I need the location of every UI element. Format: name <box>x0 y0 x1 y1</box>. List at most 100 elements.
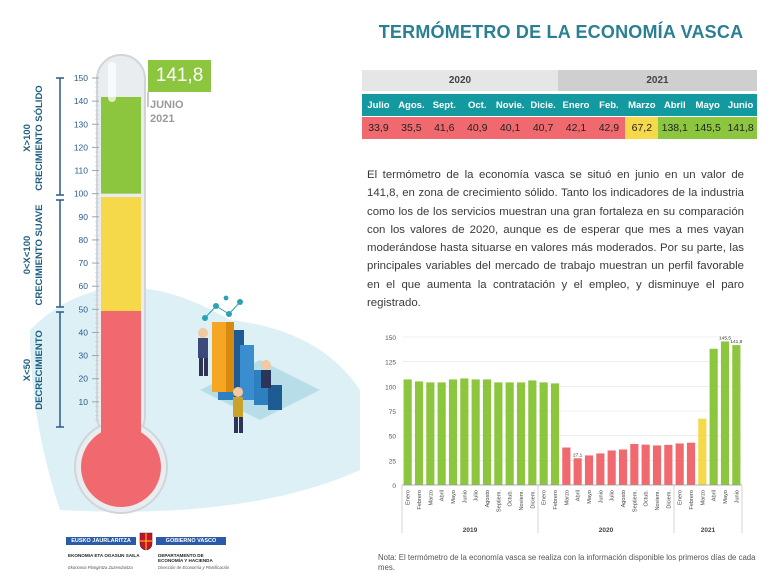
x-tick-label: Junio <box>462 490 468 503</box>
scale-tick-label: 20 <box>79 374 89 384</box>
bar <box>709 348 718 485</box>
x-tick-label: Febrero <box>553 490 559 510</box>
data-label: 27,1 <box>573 452 583 458</box>
scale-tick-label: 140 <box>74 96 88 106</box>
current-month-label: JUNIO <box>150 99 184 111</box>
zone-brackets <box>56 77 64 428</box>
month-header-cell: Agos. <box>398 99 425 111</box>
zone-label-decline: X<50 DECRECIMIENTO <box>22 330 45 410</box>
bar <box>437 382 446 485</box>
month-header-cell: Novie. <box>495 99 525 111</box>
coat-of-arms-icon <box>139 531 153 551</box>
logo-eusko-jaurlaritza: EUSKO JAURLARITZA <box>66 537 136 545</box>
x-tick-label: Enero <box>678 490 684 505</box>
right-department: DEPARTAMENTO DE ECONOMÍA Y HACIENDA <box>158 553 213 564</box>
scale-tick-label: 60 <box>79 281 89 291</box>
x-tick-label: Febrero <box>689 490 695 510</box>
value-cell: 141,8 <box>724 117 758 139</box>
value-cell: 33,9 <box>362 117 395 139</box>
scale-tick-label: 70 <box>79 258 89 268</box>
month-header-cell: Abril <box>663 99 686 111</box>
description-paragraph: El termómetro de la economía vasca se si… <box>367 169 744 310</box>
scale-tick-label: 130 <box>74 119 88 129</box>
value-cell: 40,7 <box>526 117 560 139</box>
bar <box>426 382 435 485</box>
y-tick-label: 150 <box>385 335 396 342</box>
data-label: 141,8 <box>730 339 742 345</box>
logo-gobierno-vasco: GOBIERNO VASCO <box>156 537 226 545</box>
bar <box>607 450 616 485</box>
value-cell: 41,6 <box>427 117 461 139</box>
bar <box>550 383 560 485</box>
scale-tick-label: 100 <box>74 189 88 199</box>
current-value-box: 141,8 <box>148 60 211 92</box>
x-tick-label: Marzo <box>428 490 434 506</box>
bar <box>698 418 707 485</box>
bar <box>664 444 673 485</box>
month-header-cell: Enero <box>562 99 590 111</box>
bar <box>584 455 594 485</box>
x-tick-label: Octub. <box>508 490 514 507</box>
bar <box>573 458 582 485</box>
left-department: EKONOMIA ETA OGASUN SAILA <box>68 553 140 558</box>
x-tick-label: Mayo <box>587 490 593 504</box>
table-month-row: Julio Agos. Sept. Oct. Novie. Dicie. Enero Feb.… <box>362 94 757 116</box>
x-tick-label: Mayo <box>723 490 729 504</box>
bar <box>630 443 639 485</box>
thermometer-scale: 10 20 30 40 50 60 70 80 90 100 110 120 130 140 150 <box>74 73 99 421</box>
x-tick-label: Abril <box>576 490 582 501</box>
x-tick-label: Marzo <box>700 490 706 506</box>
x-tick-label: Octub. <box>644 490 650 507</box>
bar <box>618 449 628 485</box>
bar <box>471 379 480 485</box>
bar <box>641 444 650 485</box>
y-tick-label: 100 <box>385 384 396 391</box>
bar <box>516 382 526 485</box>
table-value-row: 33,9 35,5 41,6 40,9 40,1 40,7 42,1 42,9 67,2 138,… <box>362 117 758 139</box>
month-header-cell: Mayo <box>695 99 720 111</box>
bar <box>403 379 412 485</box>
month-header-cell: Feb. <box>599 99 619 111</box>
table-year-row: 2020 2021 <box>362 70 757 91</box>
zone-label-soft: 0<X<100 CRECIMIENTO SUAVE <box>22 204 45 306</box>
zone-label-solid: X>100 CRECIMIENTO SÓLIDO <box>22 85 45 191</box>
month-header-cell: Sept. <box>432 99 456 111</box>
x-tick-label: Marzo <box>564 490 570 506</box>
x-tick-label: Diciem. <box>666 490 672 509</box>
scale-tick-label: 50 <box>79 304 89 314</box>
footnote: Nota: El termómetro de la economía vasca… <box>378 553 756 572</box>
year-group-label: 2020 <box>599 527 614 534</box>
data-label: 145,5 <box>719 335 731 341</box>
y-tick-label: 0 <box>392 483 396 490</box>
x-tick-label: Julio <box>610 490 616 502</box>
month-header-cell: Julio <box>367 99 390 111</box>
bar <box>686 442 696 485</box>
bar <box>460 378 469 485</box>
x-tick-label: Septiem. <box>496 490 502 513</box>
bar <box>448 379 458 485</box>
value-cell: 42,1 <box>559 117 593 139</box>
bar <box>482 379 492 485</box>
value-cell: 42,9 <box>592 117 626 139</box>
x-tick-label: Junio <box>598 490 604 503</box>
scale-tick-label: 40 <box>79 327 89 337</box>
thermometer-graphic: 10 20 30 40 50 60 70 80 90 100 110 120 130 140 150 <box>30 54 360 514</box>
left-subdepartment: Ekonomia Plangintza Zuzendaritza <box>68 565 133 570</box>
bar <box>539 382 548 485</box>
y-tick-label: 75 <box>389 409 397 416</box>
monthly-values-table: 2020 2021 Julio Agos. Sept. Oct. Novie. Dicie… <box>362 70 758 139</box>
value-cell: 145,5 <box>691 117 725 139</box>
fill-yellow-segment <box>101 197 141 311</box>
month-header-cell: Oct. <box>467 99 487 111</box>
x-tick-label: Mayo <box>451 490 457 504</box>
value-cell: 35,5 <box>394 117 428 139</box>
scale-tick-label: 120 <box>74 142 88 152</box>
x-tick-label: Enero <box>406 490 412 505</box>
bar <box>720 341 730 485</box>
x-tick-label: Agosto <box>621 490 627 507</box>
bar <box>732 345 741 485</box>
x-tick-label: Enero <box>542 490 548 505</box>
year-group-label: 2019 <box>463 527 478 534</box>
bar <box>652 445 662 485</box>
x-tick-label: Abril <box>440 490 446 501</box>
